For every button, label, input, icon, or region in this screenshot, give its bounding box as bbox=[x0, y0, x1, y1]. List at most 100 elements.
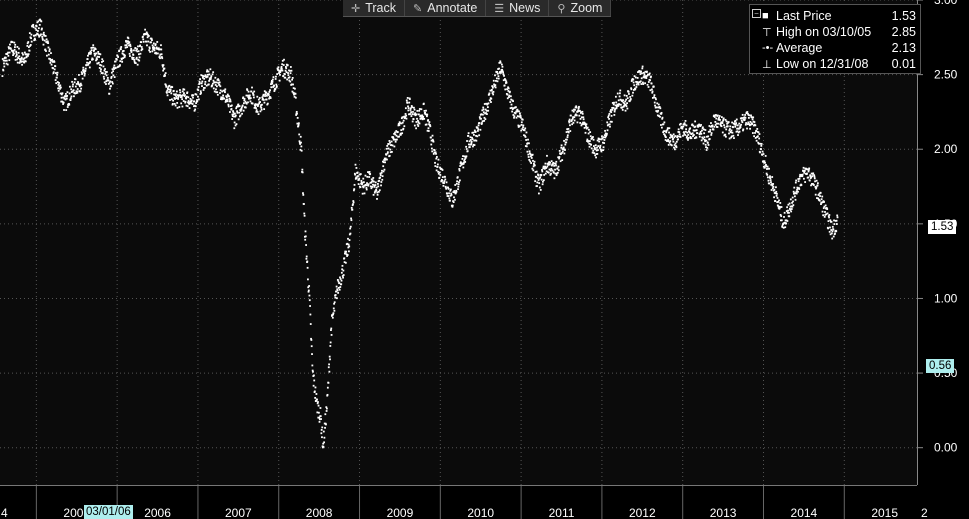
price-point bbox=[221, 96, 224, 99]
price-point bbox=[94, 53, 97, 56]
price-point bbox=[333, 309, 336, 312]
crosshair-icon: ✛ bbox=[351, 2, 361, 15]
price-point bbox=[42, 43, 45, 46]
price-point bbox=[675, 145, 678, 148]
price-point bbox=[104, 72, 107, 75]
price-point bbox=[237, 118, 240, 121]
x-tick-label: 2012 bbox=[629, 506, 656, 519]
price-point bbox=[494, 74, 496, 77]
price-point bbox=[646, 83, 649, 86]
price-point bbox=[829, 233, 832, 236]
price-point bbox=[470, 140, 473, 143]
price-point bbox=[777, 205, 780, 208]
price-point bbox=[60, 86, 62, 89]
annotate-button[interactable]: ✎ Annotate bbox=[405, 0, 487, 16]
price-point bbox=[176, 102, 179, 104]
price-point bbox=[822, 207, 825, 210]
price-point bbox=[326, 407, 328, 410]
price-point bbox=[336, 288, 339, 291]
price-point bbox=[199, 78, 202, 81]
zoom-button[interactable]: ⚲ Zoom bbox=[549, 0, 612, 16]
price-point bbox=[35, 25, 38, 28]
price-point bbox=[835, 230, 838, 233]
price-point bbox=[193, 104, 196, 107]
price-point bbox=[229, 100, 232, 103]
price-point bbox=[585, 123, 588, 126]
price-point bbox=[200, 74, 203, 77]
price-point bbox=[330, 334, 333, 336]
price-point bbox=[747, 112, 749, 115]
price-point bbox=[578, 105, 580, 108]
price-point bbox=[252, 94, 255, 96]
price-point bbox=[694, 129, 697, 132]
collapse-legend-button[interactable]: − bbox=[752, 9, 761, 18]
price-point bbox=[831, 237, 834, 240]
price-point bbox=[27, 53, 30, 56]
price-point bbox=[745, 122, 747, 124]
price-point bbox=[354, 163, 357, 166]
price-point bbox=[653, 96, 656, 98]
price-point bbox=[142, 38, 145, 41]
price-point bbox=[719, 118, 721, 121]
price-point bbox=[26, 42, 29, 45]
price-point bbox=[634, 87, 637, 90]
price-point bbox=[134, 62, 137, 65]
price-point bbox=[595, 156, 597, 159]
price-point bbox=[353, 188, 356, 191]
news-button[interactable]: ☰ News bbox=[486, 0, 550, 16]
price-point bbox=[648, 72, 651, 75]
price-point bbox=[1, 75, 4, 78]
price-point bbox=[285, 67, 288, 70]
price-point bbox=[135, 49, 138, 52]
price-point bbox=[809, 175, 812, 178]
price-point bbox=[336, 279, 339, 281]
price-point bbox=[678, 131, 681, 133]
track-button[interactable]: ✛ Track bbox=[343, 0, 406, 16]
price-point bbox=[125, 44, 128, 47]
price-point bbox=[781, 226, 784, 228]
price-point bbox=[92, 50, 95, 52]
price-point bbox=[553, 177, 556, 180]
price-point bbox=[78, 85, 81, 88]
price-point bbox=[23, 57, 26, 60]
price-point bbox=[320, 418, 322, 420]
price-point bbox=[528, 150, 531, 153]
price-point bbox=[401, 132, 404, 135]
price-point bbox=[175, 95, 178, 98]
price-point bbox=[490, 97, 493, 100]
price-point bbox=[610, 120, 613, 123]
price-point bbox=[692, 124, 695, 127]
price-point bbox=[787, 203, 790, 206]
price-point bbox=[804, 172, 807, 175]
price-point bbox=[280, 67, 283, 70]
price-point bbox=[779, 202, 782, 204]
price-point bbox=[92, 46, 95, 49]
price-point bbox=[445, 181, 448, 184]
price-point bbox=[231, 118, 234, 120]
price-point bbox=[41, 37, 44, 40]
price-point bbox=[547, 162, 550, 165]
price-point bbox=[546, 154, 548, 157]
price-point bbox=[43, 39, 46, 42]
price-point bbox=[455, 189, 458, 192]
price-point bbox=[410, 111, 413, 114]
price-point bbox=[448, 197, 451, 200]
price-point bbox=[607, 123, 610, 126]
price-point bbox=[656, 110, 659, 113]
price-point bbox=[697, 124, 700, 127]
price-point bbox=[599, 146, 602, 149]
price-point bbox=[292, 83, 294, 86]
price-point bbox=[11, 50, 14, 53]
price-point bbox=[289, 80, 292, 83]
price-point bbox=[77, 82, 80, 85]
price-point bbox=[778, 199, 780, 202]
price-point bbox=[334, 294, 337, 296]
price-point bbox=[715, 117, 718, 120]
price-point bbox=[631, 94, 634, 97]
price-point bbox=[211, 82, 214, 85]
price-point bbox=[699, 130, 702, 133]
price-point bbox=[69, 99, 72, 102]
price-point bbox=[365, 184, 367, 187]
price-point bbox=[501, 68, 504, 71]
